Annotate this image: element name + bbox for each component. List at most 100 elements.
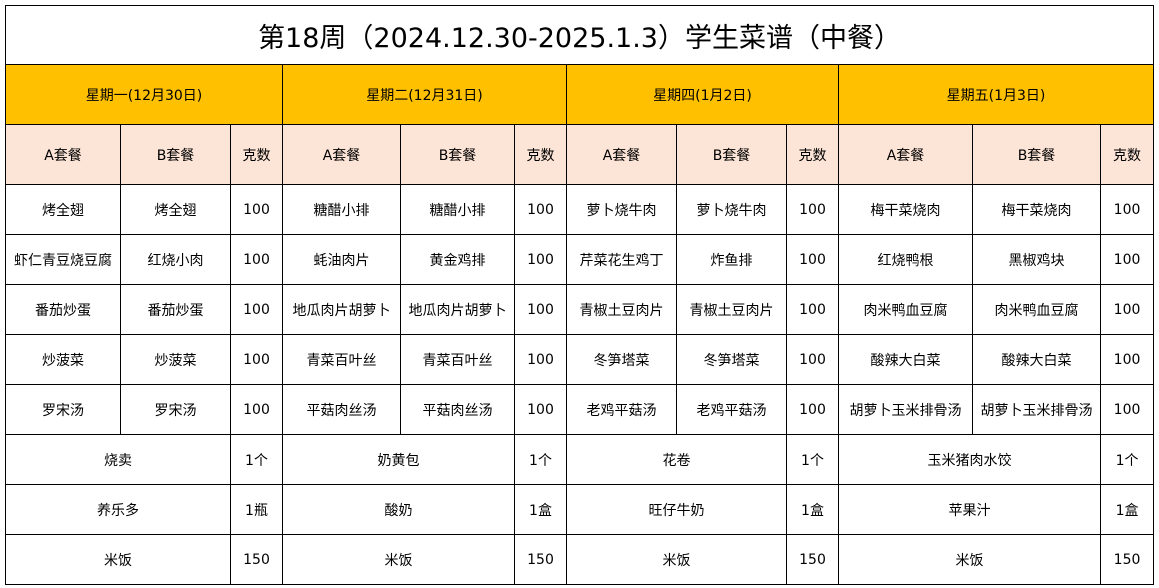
dish-grams: 100 [786,284,839,335]
set-a-dish: 青菜百叶丝 [282,334,401,385]
set-a-dish: 糖醋小排 [282,184,401,235]
set-b-dish: 烤全翅 [120,184,231,235]
set-b-dish: 黑椒鸡块 [972,234,1101,285]
dish-grams: 100 [786,184,839,235]
extra-quantity: 1个 [1099,434,1155,485]
dish-row: 罗宋汤 罗宋汤 100 平菇肉丝汤 平菇肉丝汤 100 老鸡平菇汤 老鸡平菇汤 100 胡萝卜玉米… [5,384,1155,435]
set-b-dish: 罗宋汤 [120,384,231,435]
dish-grams: 100 [514,284,567,335]
day-header: 星期四(1月2日) [566,64,839,125]
set-a-dish: 炒菠菜 [5,334,121,385]
set-a-dish: 酸辣大白菜 [838,334,973,385]
dish-grams: 100 [230,284,283,335]
extra-quantity: 1个 [514,434,567,485]
extra-row: 养乐多 1瓶 酸奶 1盒 旺仔牛奶 1盒 苹果汁 1盒 [5,484,1155,535]
extra-item: 米饭 [282,534,515,585]
set-a-dish: 萝卜烧牛肉 [566,184,677,235]
set-a-dish: 老鸡平菇汤 [566,384,677,435]
dish-grams: 100 [230,184,283,235]
dish-grams: 100 [1099,284,1155,335]
grams-header: 克数 [514,124,567,185]
title-row: 第18周（2024.12.30-2025.1.3）学生菜谱（中餐） [4,5,1155,65]
set-b-header: B套餐 [120,124,231,185]
dish-grams: 100 [1099,334,1155,385]
set-b-dish: 老鸡平菇汤 [676,384,787,435]
extra-quantity: 150 [230,534,283,585]
set-b-header: B套餐 [676,124,787,185]
day-header-row: 星期一(12月30日) 星期二(12月31日) 星期四(1月2日) 星期五(1月3日) [5,64,1155,125]
dish-grams: 100 [1099,184,1155,235]
dish-row: 虾仁青豆烧豆腐 红烧小肉 100 蚝油肉片 黄金鸡排 100 芹菜花生鸡丁 炸鱼排 100 红烧鸭… [5,234,1155,285]
dish-grams: 100 [514,334,567,385]
set-b-header: B套餐 [972,124,1101,185]
extra-quantity: 1个 [230,434,283,485]
set-b-dish: 平菇肉丝汤 [400,384,515,435]
set-a-dish: 番茄炒蛋 [5,284,121,335]
set-a-dish: 蚝油肉片 [282,234,401,285]
day-header: 星期五(1月3日) [837,64,1155,125]
set-b-dish: 梅干菜烧肉 [972,184,1101,235]
extra-quantity: 1盒 [514,484,567,535]
set-b-dish: 青菜百叶丝 [400,334,515,385]
set-a-dish: 地瓜肉片胡萝卜 [282,284,401,335]
grams-header: 克数 [786,124,839,185]
dish-grams: 100 [786,334,839,385]
set-b-dish: 炸鱼排 [676,234,787,285]
extra-item: 养乐多 [5,484,231,535]
extra-item: 米饭 [566,534,787,585]
grams-header: 克数 [230,124,283,185]
set-a-header: A套餐 [838,124,973,185]
set-b-dish: 炒菠菜 [120,334,231,385]
set-a-header: A套餐 [566,124,677,185]
extra-quantity: 1盒 [1099,484,1155,535]
extra-quantity: 1盒 [786,484,839,535]
dish-grams: 100 [1099,234,1155,285]
dish-row: 烤全翅 烤全翅 100 糖醋小排 糖醋小排 100 萝卜烧牛肉 萝卜烧牛肉 100 梅干菜烧肉 梅干… [5,184,1155,235]
sub-header-row: A套餐 B套餐 克数 A套餐 B套餐 克数 A套餐 B套餐 克数 A套餐 B套餐 克数 [5,124,1155,185]
extra-quantity: 1个 [786,434,839,485]
set-b-dish: 萝卜烧牛肉 [676,184,787,235]
extra-quantity: 1瓶 [230,484,283,535]
set-a-dish: 冬笋塔菜 [566,334,677,385]
set-b-dish: 糖醋小排 [400,184,515,235]
set-a-header: A套餐 [5,124,121,185]
set-a-dish: 虾仁青豆烧豆腐 [5,234,121,285]
set-b-header: B套餐 [400,124,515,185]
extra-item: 旺仔牛奶 [566,484,787,535]
set-b-dish: 冬笋塔菜 [676,334,787,385]
set-a-dish: 红烧鸭根 [838,234,973,285]
set-b-dish: 胡萝卜玉米排骨汤 [972,384,1101,435]
extra-quantity: 150 [514,534,567,585]
set-b-dish: 地瓜肉片胡萝卜 [400,284,515,335]
dish-row: 炒菠菜 炒菠菜 100 青菜百叶丝 青菜百叶丝 100 冬笋塔菜 冬笋塔菜 100 酸辣大白菜 酸辣… [5,334,1155,385]
set-a-dish: 胡萝卜玉米排骨汤 [838,384,973,435]
page-title: 第18周（2024.12.30-2025.1.3）学生菜谱（中餐） [4,5,1155,65]
day-header: 星期二(12月31日) [282,64,567,125]
set-b-dish: 酸辣大白菜 [972,334,1101,385]
dish-grams: 100 [230,384,283,435]
dish-grams: 100 [230,234,283,285]
extra-item: 苹果汁 [838,484,1101,535]
set-a-header: A套餐 [282,124,401,185]
grams-header: 克数 [1099,124,1155,185]
set-b-dish: 红烧小肉 [120,234,231,285]
extra-item: 玉米猪肉水饺 [838,434,1101,485]
dish-grams: 100 [514,384,567,435]
set-a-dish: 青椒土豆肉片 [566,284,677,335]
menu-table: 第18周（2024.12.30-2025.1.3）学生菜谱（中餐） 星期一(12… [4,5,1155,585]
set-a-dish: 烤全翅 [5,184,121,235]
set-a-dish: 芹菜花生鸡丁 [566,234,677,285]
extra-item: 花卷 [566,434,787,485]
dish-grams: 100 [786,234,839,285]
day-header: 星期一(12月30日) [5,64,283,125]
set-b-dish: 青椒土豆肉片 [676,284,787,335]
dish-row: 番茄炒蛋 番茄炒蛋 100 地瓜肉片胡萝卜 地瓜肉片胡萝卜 100 青椒土豆肉片 青椒土豆肉片… [5,284,1155,335]
extra-quantity: 150 [1099,534,1155,585]
set-a-dish: 平菇肉丝汤 [282,384,401,435]
extra-item: 奶黄包 [282,434,515,485]
dish-grams: 100 [514,184,567,235]
extra-item: 米饭 [838,534,1101,585]
set-b-dish: 肉米鸭血豆腐 [972,284,1101,335]
dish-grams: 100 [230,334,283,385]
dish-grams: 100 [1099,384,1155,435]
